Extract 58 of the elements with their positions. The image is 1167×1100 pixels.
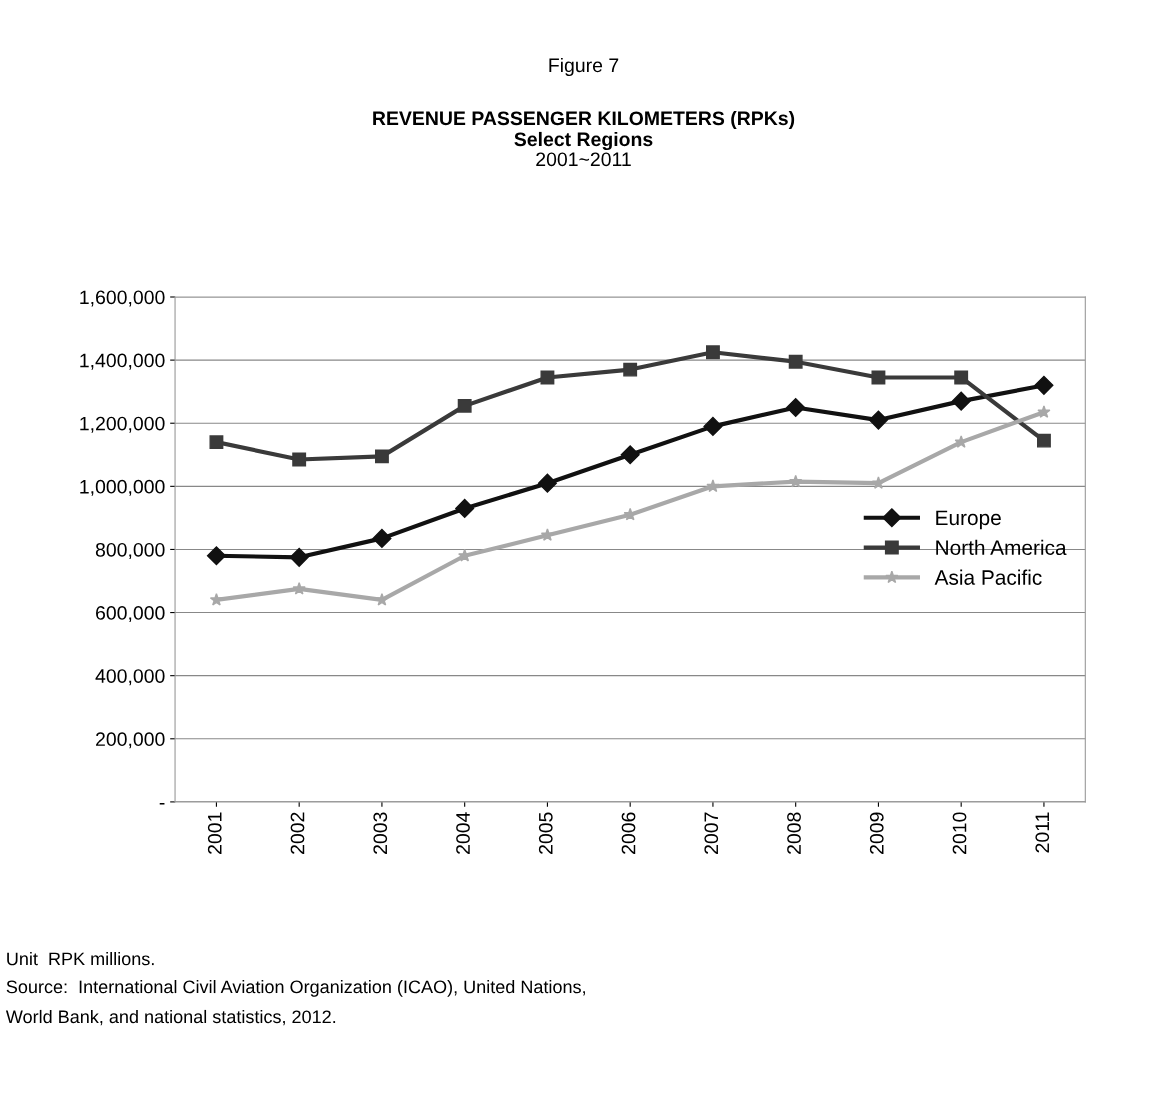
x-tick-label: 2009: [869, 812, 884, 854]
y-tick-label: 400,000: [95, 669, 165, 686]
point: [455, 498, 475, 518]
point: [954, 370, 969, 385]
chart-title: REVENUE PASSENGER KILOMETERS (RPKs): [373, 110, 795, 130]
point: [868, 410, 888, 430]
point: [623, 507, 637, 521]
y-tick-label: 200,000: [96, 732, 165, 749]
point: [209, 435, 224, 450]
x-tick-label: 2005: [538, 812, 553, 854]
point: [372, 528, 392, 548]
text: Unit RPK millions.: [7, 952, 154, 966]
point: [206, 546, 226, 566]
y-tick-label: 600,000: [96, 606, 165, 623]
point: [457, 398, 472, 413]
x-tick-label: 2006: [621, 812, 636, 854]
y-tick-label: 800,000: [95, 542, 165, 559]
point: [706, 479, 720, 493]
x-tick-label: 2010: [952, 812, 967, 854]
x-tick-label: 2004: [456, 812, 470, 854]
point: [374, 449, 389, 464]
point: [375, 592, 389, 606]
y-tick-label: 1,000,000: [80, 479, 165, 496]
text: 2001~2011: [536, 152, 631, 167]
y-tick-label: -: [159, 803, 165, 805]
point: [705, 345, 720, 360]
chart-subtitle: Select Regions: [514, 131, 653, 151]
source-note: Source: International Civil Aviation Organization (ICAO), United Nations, World Bank, and national statistics, 2012.: [5, 980, 585, 1026]
point: [789, 474, 803, 488]
point: [540, 370, 555, 385]
caption: Figure 7: [549, 57, 619, 77]
point: [788, 354, 803, 369]
legend-label: North America: [936, 539, 1067, 556]
legend-label: Europe: [936, 510, 1001, 530]
x-tick-label: 2008: [787, 812, 801, 854]
point: [292, 452, 307, 467]
x-tick-label: 2011: [1035, 812, 1050, 853]
point: [786, 397, 806, 417]
point: [871, 370, 886, 385]
point: [623, 362, 638, 377]
point: [289, 547, 309, 567]
y-tick-label: 1,600,000: [80, 290, 165, 307]
point: [1037, 405, 1051, 418]
x-tick-label: 2002: [290, 812, 305, 854]
legend-label: Asia Pacific: [934, 569, 1042, 585]
point: [951, 391, 971, 411]
x-tick-label: 2001: [207, 812, 222, 854]
point: [620, 445, 640, 465]
point: [703, 416, 723, 436]
y-tick-label: 1,200,000: [80, 416, 165, 433]
point: [954, 435, 968, 448]
x-tick-label: 2003: [373, 812, 388, 854]
x-tick-label: 2007: [704, 812, 719, 854]
point: [1034, 375, 1054, 395]
point: [292, 581, 306, 595]
y-tick-label: 1,400,000: [80, 353, 165, 370]
point: [1036, 433, 1051, 448]
point: [537, 473, 557, 493]
